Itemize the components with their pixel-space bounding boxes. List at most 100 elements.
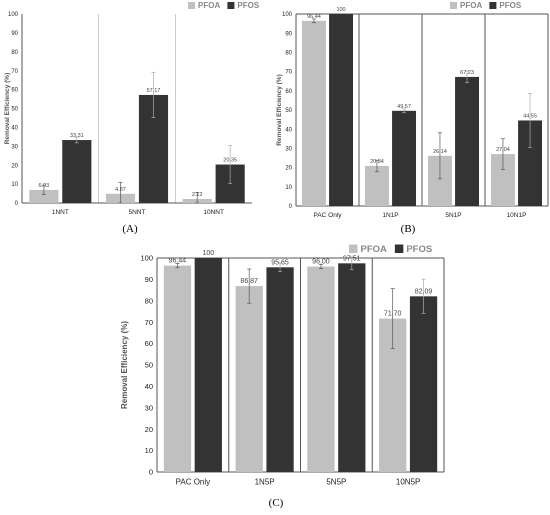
chart-a-legend-label-pfos: PFOS [237, 1, 259, 10]
chart-a-data-label-pfoa: 6.93 [38, 183, 49, 189]
chart-a-legend-swatch-pfoa [188, 2, 195, 9]
chart-c-ytick-label: 10 [145, 446, 153, 455]
chart-a-bar-pfoa [29, 189, 59, 203]
chart-a-category-label: 1NNT [52, 209, 69, 216]
chart-c-category-label: 10N5P [396, 478, 420, 487]
chart-c-svg: 0 10 20 30 40 50 60 70 80 90 100 Removal Efficiency… [120, 244, 445, 487]
panel-label-c: (C) [268, 497, 284, 509]
chart-b-bar-pfos [392, 110, 417, 206]
chart-b-category-label: PAC Only [313, 212, 342, 219]
chart-b-bar-pfos [518, 120, 543, 206]
chart-b-ytick-label: 50 [285, 108, 292, 114]
chart-b-data-label-pfos: 67.23 [460, 70, 474, 76]
chart-c-data-label-pfos: 100 [202, 250, 214, 257]
chart-b-data-label-pfoa: 27.04 [496, 147, 510, 153]
chart-c-bar-pfos [194, 258, 222, 472]
chart-c-legend-label-pfoa: PFOA [361, 244, 388, 255]
chart-c-data-label-pfoa: 96.00 [312, 259, 330, 266]
chart-c-ytick-label: 40 [145, 382, 153, 391]
chart-a-category-label: 5NNT [129, 209, 146, 216]
chart-c-ytick-label: 20 [145, 425, 153, 434]
chart-a-ytick-label: 0 [15, 201, 19, 207]
chart-c-bar-pfoa [163, 265, 192, 472]
chart-c-bar-pfoa [307, 266, 335, 472]
chart-b-data-label-pfos: 49.57 [397, 104, 411, 110]
chart-a-ytick-label: 20 [11, 163, 18, 169]
chart-panel-b: 0 10 20 30 40 50 60 70 80 90 100 Removal Efficiency… [272, 0, 550, 232]
chart-a-svg: 0 10 20 30 40 50 60 70 80 90 100 Removal Efficiency… [4, 1, 260, 216]
chart-c-legend-swatch-pfoa [349, 244, 358, 253]
chart-b-ytick-label: 70 [285, 70, 292, 76]
chart-c-category-label: 1N5P [255, 478, 275, 487]
chart-c-bar-pfos [338, 263, 366, 472]
chart-c-ytick-label: 80 [145, 296, 153, 305]
chart-c-ytick-label: 50 [145, 361, 153, 370]
chart-c-ytick-label: 90 [145, 275, 153, 284]
chart-c-data-label-pfoa: 96.44 [169, 258, 187, 265]
chart-b-data-label-pfoa: 96.44 [307, 14, 321, 20]
panel-label-b: (B) [400, 223, 416, 235]
chart-a-bar-pfos [62, 140, 92, 203]
chart-b-ytick-label: 80 [285, 51, 292, 57]
chart-c-y-axis-label: Removal Efficiency (%) [120, 321, 129, 409]
chart-c-legend-label-pfos: PFOS [406, 244, 432, 255]
chart-a-ytick-label: 60 [11, 88, 18, 94]
chart-b-svg: 0 10 20 30 40 50 60 70 80 90 100 Removal Efficiency… [276, 1, 549, 219]
chart-b-bar-pfos [329, 14, 354, 206]
chart-a-legend-label-pfoa: PFOA [198, 1, 220, 10]
chart-a-ytick-label: 90 [11, 31, 18, 37]
chart-b-y-axis-label: Removal Efficiency (%) [276, 74, 283, 146]
chart-c-category-label: PAC Only [176, 478, 211, 487]
chart-a-ytick-label: 100 [8, 12, 19, 18]
chart-b-legend-swatch-pfos [489, 2, 497, 9]
chart-a-ytick-label: 50 [11, 107, 18, 113]
chart-c-legend-swatch-pfos [394, 244, 404, 253]
chart-a-category-label: 10NNT [203, 209, 224, 216]
chart-c-ytick-label: 60 [145, 339, 153, 348]
chart-a-ytick-label: 30 [11, 144, 18, 150]
chart-c-ytick-label: 0 [149, 468, 153, 477]
chart-a-y-axis-label: Removal Efficiency (%) [4, 73, 11, 145]
chart-b-data-label-pfoa: 26.14 [433, 149, 447, 155]
chart-b-ytick-label: 30 [285, 147, 292, 153]
chart-c-ytick-label: 100 [140, 254, 153, 263]
chart-panel-a: 0 10 20 30 40 50 60 70 80 90 100 Removal Efficiency… [0, 0, 268, 232]
chart-c-ytick-label: 30 [145, 403, 153, 412]
chart-b-ytick-label: 20 [285, 166, 292, 172]
panel-label-a: (A) [122, 223, 138, 235]
chart-a-data-label-pfoa: 2.12 [192, 192, 203, 198]
chart-b-ytick-label: 40 [285, 127, 292, 133]
chart-b-bar-pfoa [364, 165, 389, 206]
chart-b-bar-pfoa [427, 155, 452, 206]
chart-b-category-label: 10N1P [507, 212, 527, 219]
chart-c-bar-pfos [266, 267, 294, 472]
chart-a-data-label-pfos: 33.31 [70, 133, 84, 139]
chart-b-bar-pfos [455, 76, 480, 207]
chart-b-category-label: 1N1P [382, 212, 398, 219]
chart-c-data-label-pfos: 95.65 [271, 259, 289, 266]
chart-b-legend-label-pfos: PFOS [499, 1, 521, 10]
chart-a-ytick-label: 70 [11, 69, 18, 75]
chart-c-bar-pfos [409, 296, 438, 472]
chart-panel-c: 0 10 20 30 40 50 60 70 80 90 100 Removal Efficiency… [115, 243, 460, 495]
chart-c-data-label-pfos: 97.51 [343, 255, 361, 262]
chart-b-ytick-label: 0 [289, 204, 293, 210]
chart-a-data-label-pfoa: 4.87 [115, 187, 126, 193]
chart-c-data-label-pfoa: 86.87 [240, 278, 258, 285]
chart-b-legend-swatch-pfoa [450, 2, 457, 9]
chart-c-ytick-label: 70 [145, 318, 153, 327]
chart-b-data-label-pfos: 100 [336, 7, 345, 13]
chart-a-ytick-label: 80 [11, 50, 18, 56]
chart-b-ytick-label: 90 [285, 31, 292, 37]
chart-b-ytick-label: 60 [285, 89, 292, 95]
chart-b-category-label: 5N1P [445, 212, 461, 219]
chart-b-legend-label-pfoa: PFOA [460, 1, 482, 10]
chart-b-ytick-label: 10 [285, 185, 292, 191]
chart-c-data-label-pfos: 82.09 [415, 288, 433, 295]
chart-a-data-label-pfos: 57.17 [147, 88, 161, 94]
chart-b-bar-pfoa [490, 154, 515, 206]
chart-b-ytick-label: 100 [282, 12, 293, 18]
chart-b-data-label-pfoa: 20.84 [370, 159, 384, 165]
chart-a-ytick-label: 10 [11, 182, 18, 188]
chart-c-bar-pfoa [235, 286, 263, 472]
